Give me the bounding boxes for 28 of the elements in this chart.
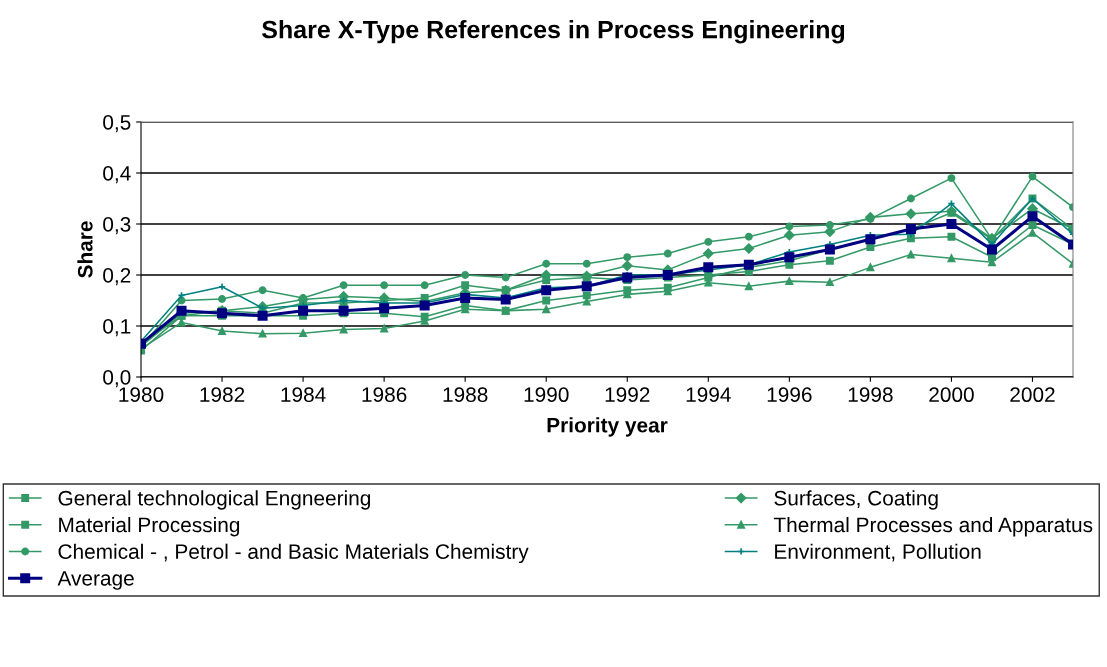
y-tick-label: 0,0 — [103, 370, 131, 388]
legend-label: Thermal Processes and Apparatus — [773, 516, 1093, 537]
y-axis-title: Share — [77, 221, 93, 278]
x-axis-title: Priority year — [547, 417, 668, 437]
x-tick-label: 2000 — [929, 387, 974, 403]
x-tick-label: 1990 — [524, 387, 569, 403]
x-tick-label: 1982 — [200, 387, 245, 403]
legend-label: Surfaces, Coating — [774, 490, 938, 510]
x-tick-label: 1998 — [848, 387, 893, 403]
x-tick-label: 1992 — [605, 387, 650, 403]
y-tick-label: 0,1 — [103, 319, 131, 337]
y-tick-label: 0,3 — [103, 217, 131, 235]
legend-label: Material Processing — [59, 516, 240, 537]
x-tick-label: 1996 — [767, 387, 812, 403]
legend-label: General technological Engneering — [58, 490, 371, 510]
x-tick-label: 2002 — [1010, 387, 1055, 403]
x-tick-label: 1986 — [362, 387, 407, 403]
legend-label: Average — [57, 571, 134, 590]
legend-label: Chemical - , Petrol - and Basic Materials Chemistry — [58, 543, 529, 564]
x-tick-label: 1984 — [281, 387, 326, 403]
legend-label: Environment, Pollution — [775, 543, 981, 562]
y-tick-label: 0,5 — [103, 115, 131, 133]
chart-title: Share X-Type References in Process Engineering — [261, 20, 845, 44]
y-tick-label: 0,2 — [103, 268, 131, 286]
x-tick-label: 1980 — [119, 387, 164, 403]
y-tick-label: 0,4 — [103, 166, 131, 184]
x-tick-label: 1988 — [443, 387, 488, 403]
x-tick-label: 1994 — [686, 387, 731, 403]
